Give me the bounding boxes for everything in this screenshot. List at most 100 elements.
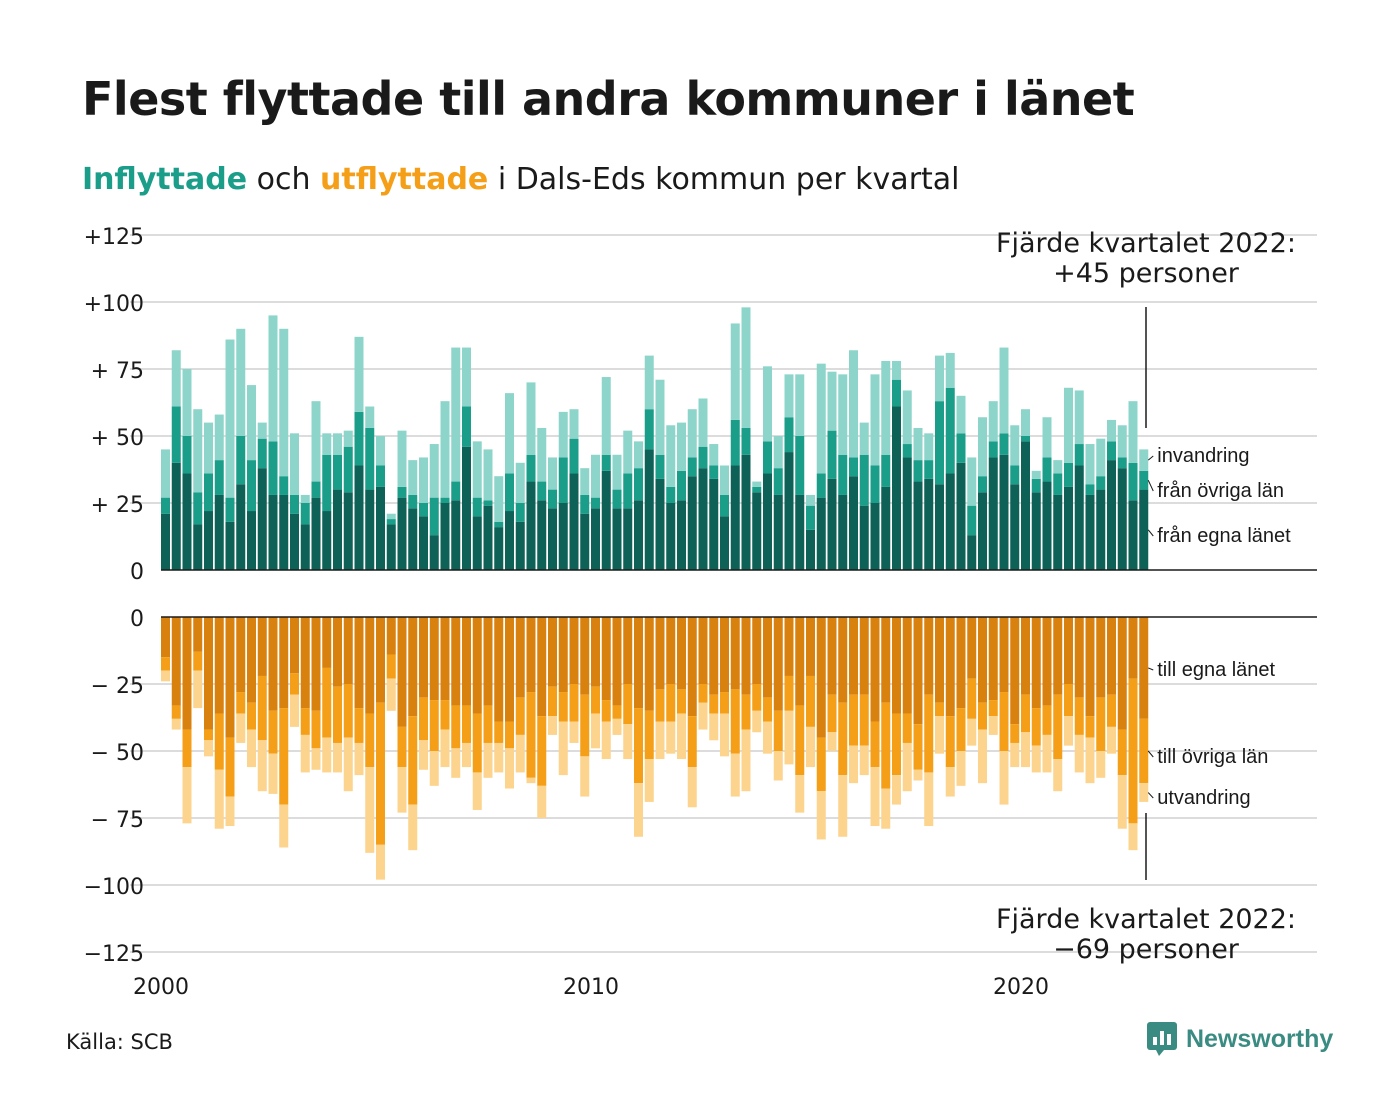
bar-in-other-counties (161, 497, 170, 514)
bar-in-other-counties (881, 454, 891, 487)
bar-out-other-counties (408, 716, 418, 805)
bar-out-emigration (171, 718, 181, 730)
bar-out-own-county (1085, 617, 1095, 717)
bar-in-other-counties (870, 465, 880, 503)
bar-out-own-county (634, 617, 643, 709)
bar-out-own-county (279, 617, 289, 709)
bar-in-immigration (505, 393, 514, 474)
bar-out-own-county (182, 617, 192, 730)
bar-in-other-counties (1042, 457, 1052, 482)
bar-in-immigration (225, 339, 235, 498)
bar-in-immigration (440, 401, 450, 498)
bar-in-own-county (988, 457, 998, 570)
bar-out-other-counties (161, 657, 170, 671)
chart-subtitle: Inflyttade och utflyttade i Dals-Eds kom… (82, 162, 960, 197)
bar-out-other-counties (988, 700, 998, 717)
series-label: till egna länet (1157, 659, 1275, 681)
bar-in-other-counties (279, 476, 289, 495)
bar-out-other-counties (1021, 694, 1030, 733)
bar-in-other-counties (838, 454, 848, 495)
bar-out-own-county (838, 617, 848, 703)
bar-out-own-county (988, 617, 998, 701)
bar-out-emigration (1031, 745, 1041, 773)
bar-in-immigration (268, 315, 278, 442)
bar-out-other-counties (386, 654, 396, 679)
bar-out-own-county (247, 617, 256, 703)
bar-in-other-counties (655, 454, 665, 479)
bar-out-emigration (1107, 726, 1116, 754)
bar-in-own-county (612, 508, 622, 570)
bar-in-other-counties (784, 417, 794, 453)
bar-out-emigration (838, 775, 848, 837)
bar-in-immigration (795, 374, 805, 436)
bar-in-other-counties (1085, 484, 1095, 495)
bar-out-other-counties (752, 684, 762, 711)
y-tick-label-in: +125 (84, 225, 144, 250)
bar-out-emigration (494, 742, 504, 773)
bar-in-other-counties (666, 486, 676, 503)
bar-in-own-county (161, 513, 170, 570)
bar-in-other-counties (429, 497, 439, 536)
bar-out-other-counties (268, 710, 278, 754)
bar-in-other-counties (472, 497, 482, 517)
bar-out-emigration (1010, 742, 1020, 768)
bar-out-other-counties (1085, 716, 1095, 738)
bar-in-own-county (526, 481, 536, 570)
bar-in-other-counties (741, 427, 751, 455)
bar-out-other-counties (204, 729, 213, 741)
bar-in-own-county (247, 511, 256, 570)
bar-in-own-county (376, 486, 385, 570)
bar-out-own-county (859, 617, 869, 695)
bar-out-own-county (666, 617, 676, 684)
series-label-leader (1147, 455, 1154, 461)
bar-out-other-counties (720, 692, 729, 714)
bar-in-other-counties (376, 465, 385, 487)
bar-in-other-counties (591, 497, 600, 509)
bar-in-other-counties (978, 476, 987, 493)
bar-in-other-counties (709, 465, 719, 479)
bar-out-emigration (365, 767, 375, 853)
bar-out-other-counties (343, 684, 353, 738)
bar-out-other-counties (827, 694, 837, 733)
brand-logo[interactable]: Newsworthy (1147, 1022, 1333, 1056)
x-tick-label: 2010 (563, 975, 619, 1000)
bar-out-emigration (634, 783, 643, 837)
subtitle-utflyttade: utflyttade (320, 162, 489, 197)
bar-in-own-county (913, 481, 923, 570)
bar-out-own-county (601, 617, 611, 701)
series-label-leader (1147, 529, 1154, 537)
bar-in-immigration (429, 444, 439, 498)
bar-in-other-counties (677, 470, 686, 501)
axes: 0 + 25 + 50 + 75 +100 +125 0 − 25 − 50 − 75 −100 −1… (84, 225, 1317, 1000)
bar-out-own-county (677, 617, 686, 690)
bar-out-emigration (204, 740, 213, 757)
bar-in-own-county (171, 462, 181, 570)
bar-in-own-county (859, 505, 869, 570)
bar-out-own-county (892, 617, 901, 714)
bar-in-other-counties (537, 481, 547, 501)
x-tick-label: 2000 (133, 975, 189, 1000)
bar-out-emigration (311, 748, 321, 770)
bar-in-immigration (752, 481, 762, 487)
bar-out-emigration (601, 721, 611, 760)
bar-out-other-counties (311, 710, 321, 749)
bar-in-other-counties (967, 505, 977, 536)
bar-out-own-county (935, 617, 944, 703)
bar-out-other-counties (548, 686, 557, 717)
bar-in-other-counties (494, 521, 504, 528)
bar-in-other-counties (644, 409, 654, 450)
bar-in-own-county (354, 465, 364, 570)
bar-in-immigration (935, 355, 944, 402)
bar-out-own-county (644, 617, 654, 711)
bars (161, 307, 1149, 880)
bar-in-own-county (214, 494, 224, 570)
bar-out-other-counties (1117, 729, 1127, 776)
bar-out-emigration (526, 777, 536, 784)
bar-out-emigration (1096, 751, 1106, 778)
bar-out-own-county (354, 617, 364, 709)
y-tick-label-out: 0 (130, 607, 144, 632)
bar-out-own-county (827, 617, 837, 695)
bar-out-emigration (440, 729, 450, 768)
bar-in-other-counties (924, 460, 934, 479)
bar-in-own-county (773, 494, 783, 570)
